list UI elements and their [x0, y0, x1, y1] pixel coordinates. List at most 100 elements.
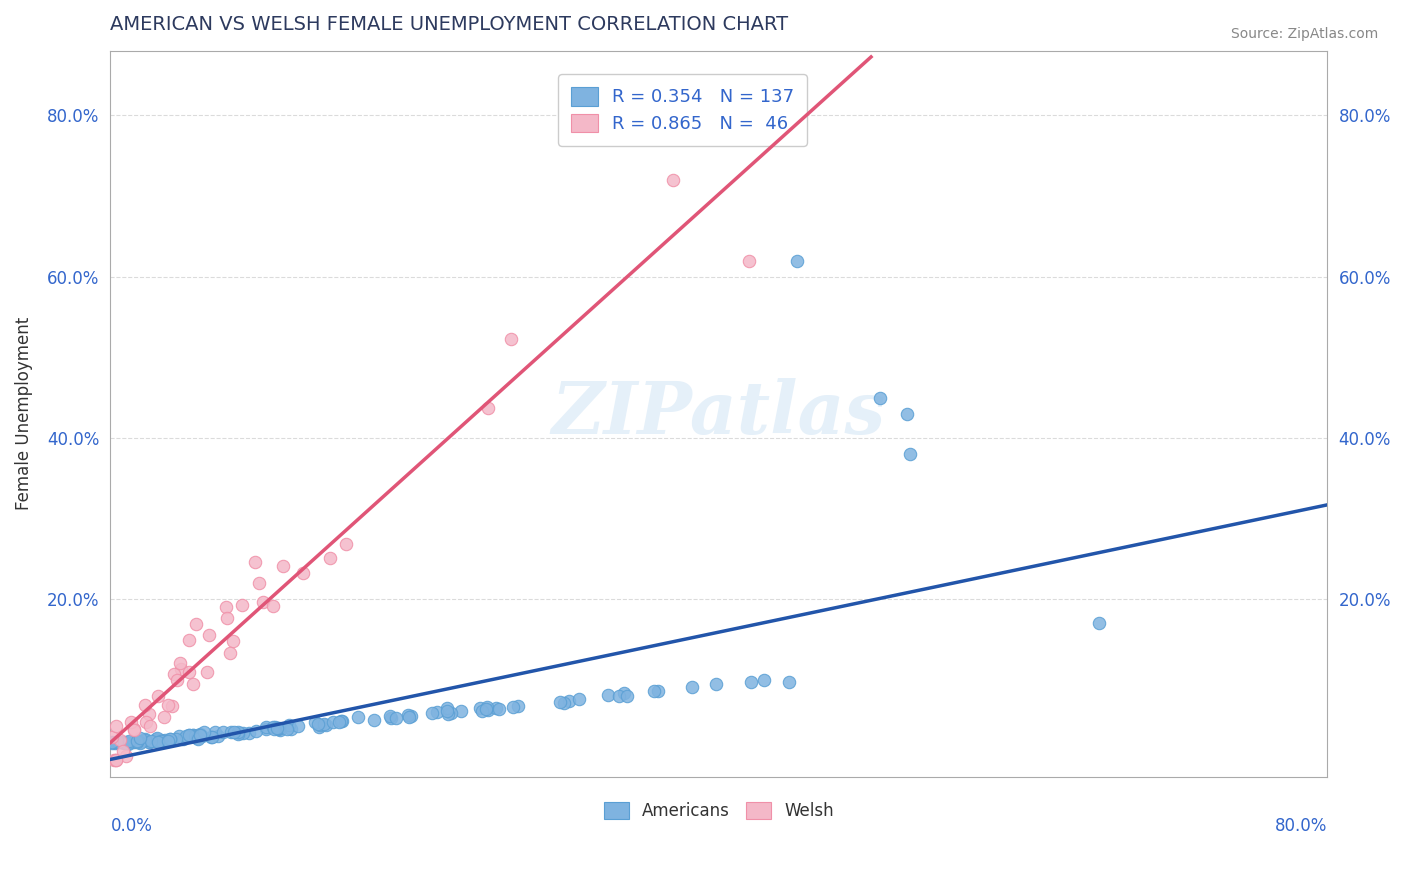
Welsh: [112, 744, 135, 758]
Americans: [146, 731, 169, 745]
Americans: [100, 736, 122, 750]
Americans: [191, 729, 214, 743]
Americans: [558, 694, 581, 708]
Welsh: [177, 665, 200, 679]
Americans: [869, 391, 891, 405]
Americans: [287, 719, 309, 733]
Welsh: [134, 698, 156, 712]
Text: ZIPatlas: ZIPatlas: [553, 378, 886, 450]
Welsh: [197, 665, 219, 679]
Americans: [125, 735, 148, 749]
Americans: [184, 730, 207, 744]
Americans: [647, 684, 669, 698]
Americans: [186, 731, 208, 745]
Americans: [107, 735, 129, 749]
Welsh: [214, 599, 236, 614]
Americans: [399, 708, 422, 723]
Welsh: [120, 714, 142, 729]
Americans: [245, 724, 267, 739]
Welsh: [104, 754, 127, 768]
Americans: [269, 721, 291, 735]
Americans: [436, 701, 458, 715]
Americans: [1088, 616, 1111, 631]
Americans: [122, 735, 145, 749]
Americans: [188, 728, 211, 742]
Americans: [138, 735, 160, 749]
Americans: [896, 407, 918, 421]
Americans: [278, 718, 301, 732]
Welsh: [169, 657, 191, 671]
Americans: [276, 722, 298, 736]
Americans: [322, 714, 344, 729]
Americans: [118, 734, 141, 748]
Americans: [150, 733, 173, 747]
Americans: [262, 720, 284, 734]
Welsh: [122, 722, 145, 736]
Americans: [450, 704, 472, 718]
Legend: Americans, Welsh: Americans, Welsh: [598, 795, 841, 826]
Americans: [269, 723, 291, 737]
Americans: [188, 727, 211, 741]
Americans: [145, 732, 167, 747]
Americans: [228, 726, 250, 740]
Americans: [117, 737, 139, 751]
Americans: [188, 727, 211, 741]
Americans: [315, 718, 337, 732]
Welsh: [738, 253, 761, 268]
Americans: [117, 735, 139, 749]
Welsh: [156, 698, 179, 712]
Welsh: [499, 332, 522, 346]
Americans: [226, 725, 249, 739]
Americans: [177, 728, 200, 742]
Americans: [104, 736, 127, 750]
Americans: [380, 708, 402, 723]
Welsh: [271, 559, 294, 574]
Americans: [309, 718, 332, 732]
Americans: [598, 688, 620, 702]
Americans: [167, 729, 190, 743]
Americans: [128, 736, 150, 750]
Americans: [238, 725, 260, 739]
Americans: [704, 677, 727, 691]
Americans: [181, 728, 204, 742]
Americans: [384, 711, 406, 725]
Welsh: [135, 714, 157, 729]
Americans: [174, 729, 197, 743]
Text: AMERICAN VS WELSH FEMALE UNEMPLOYMENT CORRELATION CHART: AMERICAN VS WELSH FEMALE UNEMPLOYMENT CO…: [111, 15, 789, 34]
Americans: [200, 730, 222, 744]
Americans: [426, 705, 449, 719]
Americans: [312, 717, 335, 731]
Welsh: [247, 575, 270, 590]
Americans: [201, 730, 224, 744]
Welsh: [335, 537, 357, 551]
Welsh: [110, 732, 132, 747]
Americans: [159, 732, 181, 747]
Americans: [898, 447, 921, 461]
Welsh: [163, 667, 186, 681]
Americans: [115, 735, 138, 749]
Welsh: [139, 719, 162, 733]
Americans: [267, 722, 290, 736]
Americans: [609, 689, 631, 703]
Americans: [138, 735, 160, 749]
Americans: [129, 735, 152, 749]
Americans: [127, 734, 149, 748]
Americans: [159, 731, 181, 746]
Welsh: [122, 723, 145, 737]
Americans: [156, 734, 179, 748]
Americans: [330, 714, 353, 728]
Welsh: [166, 673, 188, 688]
Americans: [506, 699, 529, 714]
Americans: [470, 700, 492, 714]
Americans: [264, 720, 287, 734]
Welsh: [181, 677, 204, 691]
Welsh: [114, 748, 136, 763]
Welsh: [146, 690, 169, 704]
Welsh: [184, 617, 207, 632]
Americans: [112, 736, 135, 750]
Americans: [485, 701, 508, 715]
Americans: [177, 729, 200, 743]
Americans: [150, 733, 173, 747]
Americans: [266, 722, 288, 736]
Y-axis label: Female Unemployment: Female Unemployment: [15, 317, 32, 510]
